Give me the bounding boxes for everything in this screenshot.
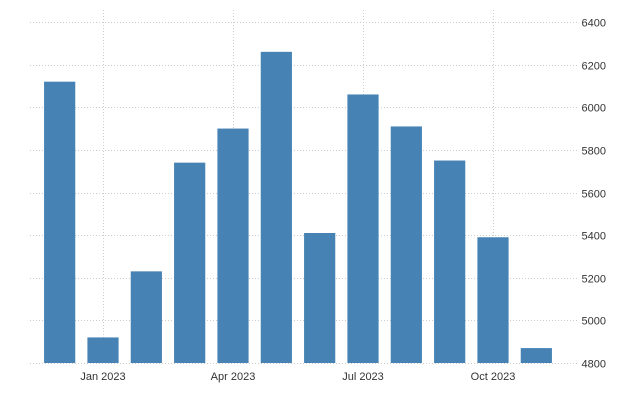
bar-2023-09 <box>434 160 466 363</box>
bar-2023-11 <box>520 348 552 363</box>
bar-series <box>44 51 552 364</box>
bar-2023-08 <box>390 126 422 364</box>
bar-2023-06 <box>304 232 336 363</box>
bar-2023-03 <box>174 162 206 363</box>
y-tick-label: 5000 <box>582 316 606 328</box>
y-tick-label: 4800 <box>582 359 606 371</box>
bar-2023-02 <box>130 271 162 363</box>
y-tick-label: 5200 <box>582 274 606 286</box>
x-axis-labels: Jan 2023 Apr 2023 Jul 2023 Oct 2023 <box>80 371 515 383</box>
y-tick-label: 6200 <box>582 61 606 73</box>
bar-2023-05 <box>260 51 292 364</box>
x-tick-label: Jul 2023 <box>342 371 384 383</box>
bar-2023-04 <box>217 128 249 363</box>
y-tick-label: 5600 <box>582 189 606 201</box>
y-tick-label: 5400 <box>582 231 606 243</box>
bar-2022-12 <box>44 81 76 364</box>
bar-2023-10 <box>477 237 509 363</box>
y-axis-labels: 4800 5000 5200 5400 5600 5800 6000 6200 6400 <box>582 18 606 371</box>
bar-2023-01 <box>87 337 119 363</box>
x-tick-label: Apr 2023 <box>211 371 256 383</box>
x-tick-label: Jan 2023 <box>80 371 125 383</box>
y-tick-label: 6000 <box>582 103 606 115</box>
y-tick-label: 5800 <box>582 146 606 158</box>
y-tick-label: 6400 <box>582 18 606 30</box>
bar-2023-07 <box>347 94 379 364</box>
x-tick-label: Oct 2023 <box>471 371 516 383</box>
